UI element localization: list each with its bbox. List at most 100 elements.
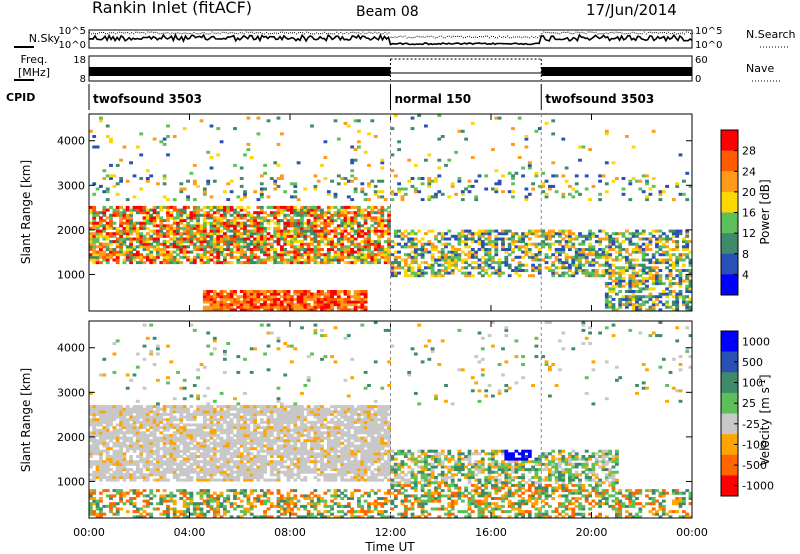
velocity-cell: [169, 460, 174, 464]
power-cell: [501, 248, 505, 251]
velocity-cell: [125, 428, 130, 432]
velocity-cell: [122, 412, 127, 416]
power-cell: [246, 290, 251, 293]
power-cell: [638, 263, 643, 267]
velocity-cell: [166, 433, 170, 437]
velocity-cell: [202, 462, 207, 466]
power-cell: [437, 271, 442, 275]
power-cell: [390, 261, 395, 265]
power-cell: [290, 250, 294, 254]
power-cell: [393, 266, 398, 270]
power-cell: [125, 179, 130, 183]
velocity-cell: [149, 468, 154, 472]
velocity-cell: [119, 489, 123, 493]
power-cell: [125, 258, 130, 262]
power-cell: [246, 213, 251, 217]
power-cell: [350, 261, 355, 265]
velocity-cell: [135, 436, 140, 440]
velocity-cell: [109, 436, 113, 440]
power-cell: [276, 219, 281, 223]
power-cell: [226, 237, 231, 241]
power-cell: [323, 213, 328, 217]
power-cell: [125, 234, 130, 238]
power-cell: [631, 271, 636, 275]
power-cell: [651, 229, 656, 233]
power-cell: [360, 211, 365, 215]
velocity-cell: [192, 447, 197, 451]
velocity-cell: [145, 405, 150, 409]
velocity-cell: [182, 491, 187, 495]
velocity-cell: [139, 455, 144, 458]
velocity-cell: [176, 423, 180, 427]
power-cell: [591, 253, 596, 257]
power-cell: [551, 263, 556, 267]
velocity-cell: [156, 441, 160, 445]
power-cell: [300, 295, 304, 299]
power-cell: [544, 261, 549, 265]
power-cell: [290, 295, 294, 299]
power-cell: [233, 240, 237, 244]
power-cell: [544, 121, 549, 125]
velocity-cell: [92, 478, 97, 482]
velocity-cell: [152, 431, 157, 435]
power-cell: [166, 213, 170, 217]
power-cell: [216, 224, 221, 228]
power-cell: [407, 269, 412, 272]
velocity-cell: [172, 452, 177, 456]
velocity-cell: [169, 447, 174, 451]
velocity-cell: [125, 436, 130, 440]
power-cell: [480, 232, 485, 236]
velocity-cell: [223, 410, 227, 414]
power-cell: [333, 290, 338, 293]
velocity-cell: [169, 468, 174, 472]
velocity-cell: [212, 512, 217, 516]
velocity-cell: [159, 407, 164, 411]
power-cell: [554, 250, 559, 254]
power-cell: [259, 248, 264, 251]
velocity-cell: [192, 439, 197, 443]
power-cell: [293, 226, 298, 230]
velocity-cell: [243, 489, 247, 493]
velocity-cell: [149, 462, 154, 466]
velocity-cell: [169, 410, 174, 414]
power-cell: [142, 242, 147, 246]
velocity-cell: [246, 510, 251, 514]
power-cell: [176, 229, 180, 233]
power-cell: [310, 213, 314, 217]
power-cell: [263, 290, 267, 293]
power-cell: [514, 245, 519, 249]
power-cell: [256, 305, 261, 309]
power-cell: [641, 269, 646, 272]
velocity-cell: [206, 331, 211, 335]
power-cell: [206, 305, 211, 309]
power-cell: [346, 292, 351, 296]
velocity-cell: [162, 470, 167, 474]
velocity-cell: [152, 415, 157, 419]
power-cell: [641, 174, 646, 178]
power-cell: [668, 237, 673, 241]
power-cell: [454, 234, 458, 238]
power-cell: [166, 198, 170, 202]
velocity-cell: [115, 468, 120, 472]
velocity-cell: [219, 457, 224, 461]
power-cell: [283, 226, 288, 230]
power-cell: [156, 232, 160, 236]
power-cell: [166, 232, 170, 236]
power-cell: [621, 192, 626, 196]
power-cell: [263, 308, 267, 311]
power-cell: [340, 213, 345, 217]
power-cell: [330, 229, 334, 233]
velocity-cell: [105, 489, 110, 493]
velocity-cell: [192, 431, 197, 435]
power-cell: [521, 263, 525, 267]
power-cell: [527, 274, 532, 278]
velocity-cell: [182, 468, 187, 472]
power-cell: [333, 292, 338, 296]
power-cell: [477, 263, 482, 267]
power-cell: [604, 132, 609, 136]
power-cell: [581, 240, 586, 244]
power-cell: [333, 211, 338, 215]
power-cell: [434, 261, 438, 265]
power-cell: [145, 258, 150, 262]
velocity-cell: [239, 491, 244, 495]
